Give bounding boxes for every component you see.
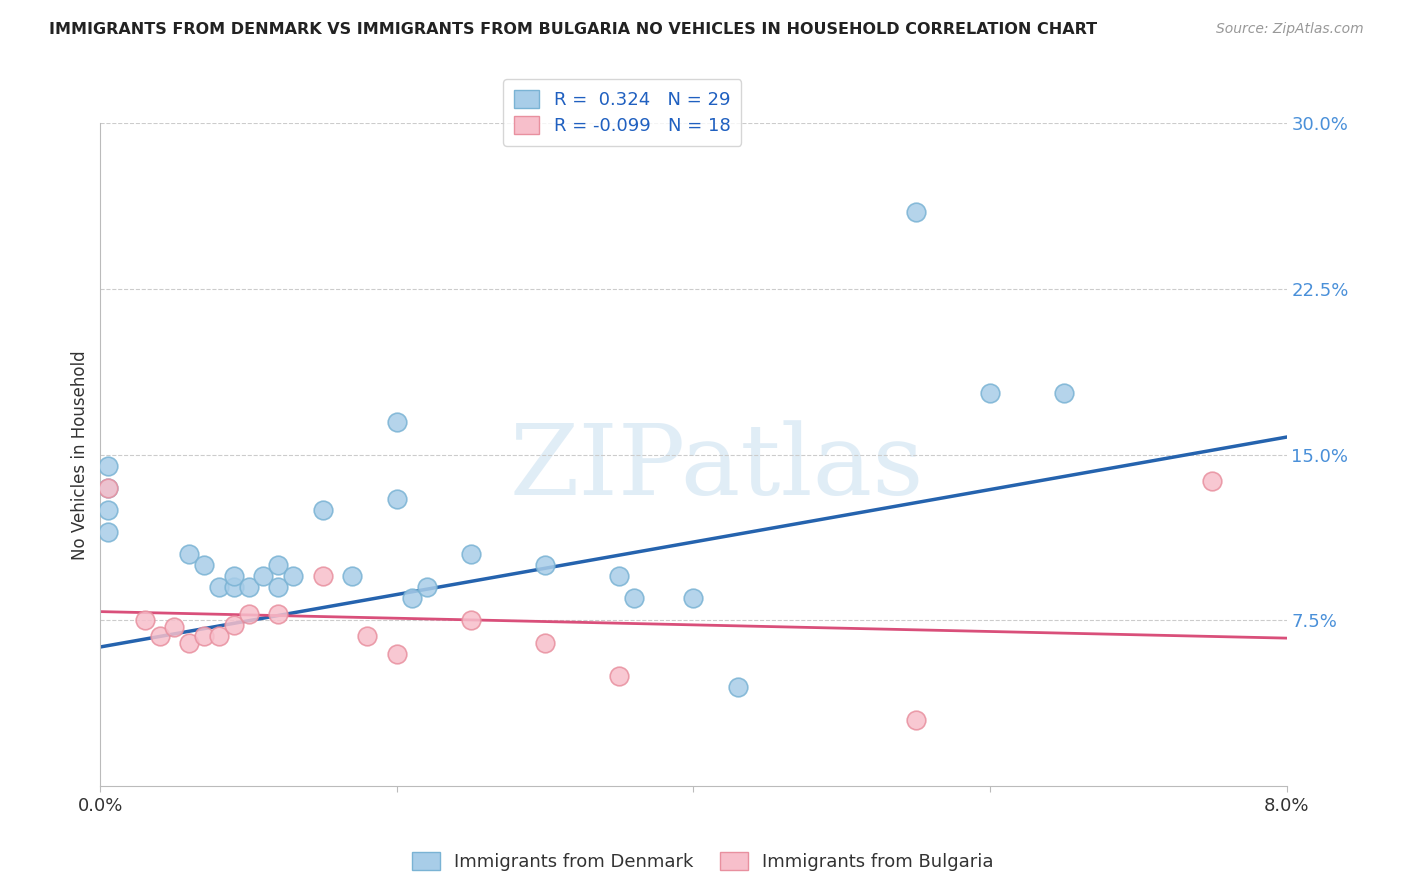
Point [238,607,260,621]
Point [208,629,231,643]
Point [267,607,290,621]
Point [385,491,408,506]
Point [979,385,1001,400]
Point [97,524,120,539]
Point [385,415,408,429]
Point [179,547,201,561]
Point [163,620,186,634]
Point [682,591,704,606]
Point [193,558,215,573]
Point [134,614,156,628]
Point [97,481,120,495]
Point [252,569,274,583]
Point [179,635,201,649]
Point [904,713,927,727]
Point [607,569,630,583]
Point [149,629,172,643]
Point [1053,385,1076,400]
Point [97,458,120,473]
Point [312,503,335,517]
Point [312,569,335,583]
Point [193,629,215,643]
Point [208,580,231,594]
Point [727,680,749,694]
Point [356,629,378,643]
Point [97,503,120,517]
Point [1201,475,1223,489]
Point [460,547,482,561]
Point [281,569,304,583]
Point [534,558,557,573]
Point [534,635,557,649]
Point [97,481,120,495]
Point [342,569,364,583]
Point [222,618,245,632]
Point [385,647,408,661]
Point [267,558,290,573]
Text: IMMIGRANTS FROM DENMARK VS IMMIGRANTS FROM BULGARIA NO VEHICLES IN HOUSEHOLD COR: IMMIGRANTS FROM DENMARK VS IMMIGRANTS FR… [49,22,1097,37]
Y-axis label: No Vehicles in Household: No Vehicles in Household [72,350,89,559]
Point [904,204,927,219]
Point [460,614,482,628]
Point [222,569,245,583]
Point [238,580,260,594]
Point [222,580,245,594]
Text: ZIPatlas: ZIPatlas [510,420,924,516]
Point [623,591,645,606]
Legend: R =  0.324   N = 29, R = -0.099   N = 18: R = 0.324 N = 29, R = -0.099 N = 18 [503,79,741,146]
Text: Source: ZipAtlas.com: Source: ZipAtlas.com [1216,22,1364,37]
Point [267,580,290,594]
Point [401,591,423,606]
Legend: Immigrants from Denmark, Immigrants from Bulgaria: Immigrants from Denmark, Immigrants from… [405,846,1001,879]
Point [415,580,437,594]
Point [607,668,630,682]
